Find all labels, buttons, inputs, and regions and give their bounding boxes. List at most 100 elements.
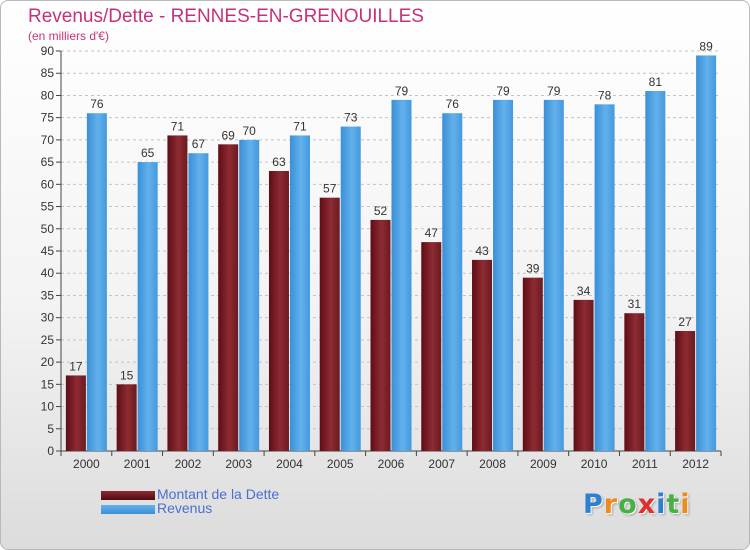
y-tick-label: 25 (41, 333, 55, 347)
data-label-dette-2008: 43 (475, 244, 489, 258)
data-label-revenus-2000: 76 (90, 97, 104, 111)
legend-swatch-dette (101, 491, 155, 500)
bar-revenus-2005 (340, 126, 361, 452)
data-label-dette-2001: 15 (120, 368, 134, 382)
bar-revenus-2011 (645, 91, 666, 451)
data-label-revenus-2007: 76 (446, 97, 460, 111)
data-label-dette-2006: 52 (374, 204, 388, 218)
bar-dette-2002 (167, 135, 188, 451)
bar-dette-2009 (522, 277, 543, 451)
chart-title: Revenus/Dette - RENNES-EN-GRENOUILLES (28, 6, 424, 27)
x-tick-label: 2008 (479, 457, 506, 471)
bars (65, 55, 717, 452)
bar-revenus-2001 (137, 162, 158, 451)
bar-revenus-2012 (696, 55, 717, 451)
bar-dette-2011 (624, 313, 645, 451)
y-tick-label: 55 (41, 200, 55, 214)
y-tick-label: 50 (41, 222, 55, 236)
y-tick-label: 5 (47, 422, 54, 436)
axes: 0 5 10 15 20 25 30 35 40 45 50 55 60 65 70 75 80 85 90 2000… (41, 44, 722, 471)
proxiti-logo: Proxiti (583, 489, 691, 520)
bar-dette-2001 (116, 384, 137, 451)
bar-revenus-2007 (442, 113, 463, 451)
data-label-revenus-2005: 73 (344, 111, 358, 125)
x-tick-label: 2004 (276, 457, 303, 471)
bar-dette-2007 (421, 242, 442, 451)
y-tick-label: 65 (41, 155, 55, 169)
bar-revenus-2000 (86, 113, 107, 451)
x-tick-label: 2010 (581, 457, 608, 471)
data-label-dette-2002: 71 (171, 119, 185, 133)
x-tick-label: 2002 (175, 457, 202, 471)
y-tick-label: 80 (41, 88, 55, 102)
y-tick-label: 85 (41, 66, 55, 80)
bar-revenus-2006 (391, 99, 412, 451)
data-label-dette-2009: 39 (526, 262, 540, 276)
bar-dette-2000 (65, 375, 86, 451)
x-tick-label: 2009 (530, 457, 557, 471)
y-tick-label: 60 (41, 177, 55, 191)
bar-revenus-2009 (543, 99, 564, 451)
y-tick-label: 0 (47, 444, 54, 458)
bar-dette-2012 (675, 331, 696, 451)
x-tick-label: 2003 (225, 457, 252, 471)
data-label-dette-2012: 27 (678, 315, 692, 329)
data-label-revenus-2011: 81 (649, 75, 663, 89)
data-label-revenus-2001: 65 (141, 146, 155, 160)
y-tick-label: 15 (41, 377, 55, 391)
bar-dette-2003 (218, 144, 239, 452)
y-tick-label: 30 (41, 311, 55, 325)
legend-label-dette: Montant de la Dette (157, 486, 280, 502)
logo-letter: o (618, 489, 638, 520)
data-label-revenus-2003: 70 (243, 124, 257, 138)
logo-letter: i (656, 489, 667, 520)
bar-dette-2010 (573, 299, 594, 451)
data-label-revenus-2006: 79 (395, 84, 409, 98)
data-label-revenus-2004: 71 (293, 119, 307, 133)
data-label-dette-2005: 57 (323, 182, 337, 196)
bar-revenus-2003 (239, 139, 260, 451)
legend-swatch-revenus (101, 505, 155, 514)
legend-label-revenus: Revenus (157, 500, 213, 516)
logo-letter: P (583, 489, 604, 520)
bar-revenus-2002 (188, 153, 209, 451)
y-tick-label: 10 (41, 400, 55, 414)
x-tick-label: 2000 (73, 457, 100, 471)
y-tick-label: 20 (41, 355, 55, 369)
x-tick-label: 2006 (378, 457, 405, 471)
data-label-dette-2007: 47 (425, 226, 439, 240)
x-tick-label: 2007 (428, 457, 455, 471)
bar-revenus-2004 (289, 135, 310, 451)
data-label-dette-2003: 69 (222, 128, 236, 142)
logo-letter: t (666, 489, 681, 520)
data-labels: 17 76 15 65 71 67 69 70 63 71 57 73 52 79 47 76 43 79 39 79… (69, 39, 713, 382)
bar-dette-2005 (319, 197, 340, 451)
chart-subtitle: (en milliers d'€) (28, 29, 109, 43)
x-tick-label: 2012 (682, 457, 709, 471)
y-tick-label: 75 (41, 111, 55, 125)
x-tick-label: 2001 (124, 457, 151, 471)
y-tick-label: 40 (41, 266, 55, 280)
bar-dette-2008 (472, 259, 493, 451)
data-label-dette-2010: 34 (577, 284, 591, 298)
data-label-revenus-2009: 79 (547, 84, 561, 98)
data-label-revenus-2010: 78 (598, 88, 612, 102)
y-tick-label: 45 (41, 244, 55, 258)
data-label-dette-2011: 31 (628, 297, 642, 311)
x-tick-label: 2005 (327, 457, 354, 471)
data-label-dette-2000: 17 (69, 359, 83, 373)
grid-lines (61, 50, 721, 452)
logo-letter: i (680, 489, 691, 520)
data-label-revenus-2008: 79 (496, 84, 510, 98)
data-label-revenus-2002: 67 (192, 137, 206, 151)
bar-dette-2004 (268, 171, 289, 451)
y-tick-label: 35 (41, 288, 55, 302)
bar-revenus-2010 (594, 104, 615, 451)
bar-revenus-2008 (493, 99, 514, 451)
bar-dette-2006 (370, 219, 391, 451)
x-tick-label: 2011 (632, 457, 658, 471)
data-label-revenus-2012: 89 (699, 39, 713, 53)
logo-letter: r (603, 489, 619, 520)
